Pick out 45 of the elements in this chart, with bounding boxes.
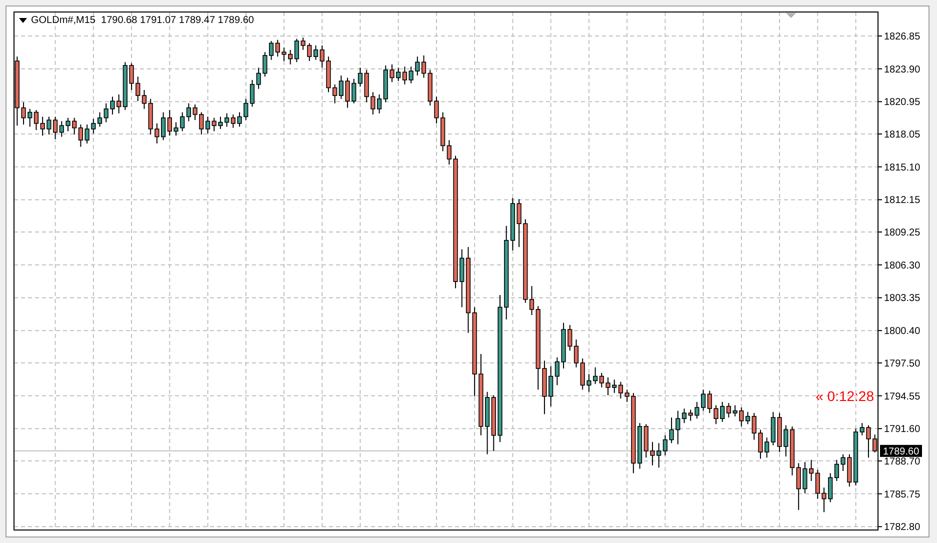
candlestick [726,402,732,418]
candlestick [78,124,84,148]
y-tick-label: 1809.25 [884,228,921,239]
candlestick [592,366,598,385]
candlestick [160,112,166,141]
y-tick-label: 1797.50 [884,358,921,370]
annotation: « 0:12:28 [816,388,874,404]
candlestick [34,110,39,131]
y-tick-label: 1803.35 [884,293,921,304]
y-tick-label: 1785.75 [884,489,921,500]
candlestick [250,79,255,108]
y-tick-label: 1823.90 [884,64,921,76]
candlestick [268,40,274,60]
y-tick-label: 1826.85 [884,31,921,42]
y-tick-label: 1791.60 [884,424,921,436]
candlestick [808,459,814,482]
candlestick [618,381,624,400]
chart-title: GOLDm#,M15 1790.68 1791.07 1789.47 1789.60 [31,15,254,26]
ref-line-label: 1789.60 [883,446,920,458]
candlestick [52,116,58,140]
candlestick [186,102,192,122]
candlestick [313,44,318,60]
y-tick-label: 1782.80 [884,522,921,534]
candlestick [205,116,210,134]
candlestick [745,411,750,425]
y-tick-label: 1818.05 [884,129,921,140]
candlestick [682,408,687,424]
y-tick-label: 1806.30 [884,260,921,272]
candlestick [294,38,300,63]
candlestick [421,54,426,78]
candlestick [97,112,102,128]
candlestick [529,286,534,316]
candlestick [574,339,579,368]
y-tick-label: 1800.40 [884,326,921,338]
candlestick [834,459,840,482]
candlestick [700,389,706,412]
y-tick-label: 1794.55 [884,391,921,402]
candlestick [142,89,147,110]
candlestick [402,66,408,85]
y-tick-label: 1820.95 [884,97,921,108]
candlestick [358,67,363,88]
y-tick-label: 1788.70 [884,456,921,468]
candlestick [376,94,382,114]
y-tick-label: 1812.15 [884,195,921,206]
y-tick-label: 1815.10 [884,162,921,174]
